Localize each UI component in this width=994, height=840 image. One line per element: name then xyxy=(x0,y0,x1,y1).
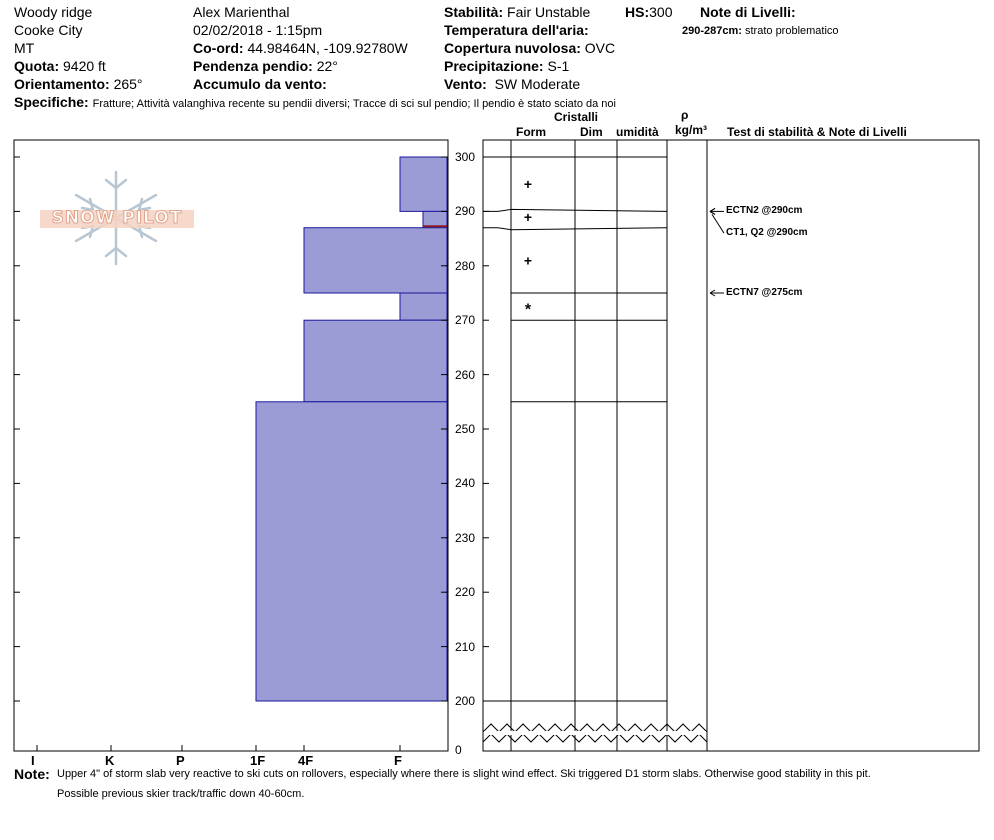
density-unit-header: kg/m³ xyxy=(675,123,708,137)
wind-label: Vento: xyxy=(444,76,487,92)
hardness-tick-label: 1F xyxy=(250,753,266,768)
grain-form-symbol: * xyxy=(525,301,532,318)
depth-tick-label: 0 xyxy=(455,743,462,757)
specifics: Specifiche: Fratture; Attività valanghiv… xyxy=(14,94,616,111)
coordinates: Co-ord: 44.98464N, -109.92780W xyxy=(193,40,408,57)
depth-tick-label: 200 xyxy=(455,694,476,708)
hardness-layer xyxy=(255,401,448,702)
hardness-layer xyxy=(303,319,448,403)
layer-boundary xyxy=(483,208,668,212)
elevation-value: 9420 ft xyxy=(63,58,106,74)
test-arrow xyxy=(711,214,725,234)
precipitation: Precipitazione: S-1 xyxy=(444,58,569,75)
air-temp-label: Temperatura dell'aria: xyxy=(444,22,589,38)
area: Cooke City xyxy=(14,22,83,38)
size-header: Dim xyxy=(580,125,603,139)
hardness-tick-label: 4F xyxy=(298,753,314,768)
hardness-layer xyxy=(399,292,448,321)
layer-boundary xyxy=(483,227,668,231)
wind-value: SW Moderate xyxy=(494,76,581,92)
state: MT xyxy=(14,40,35,56)
grain-form-symbol: + xyxy=(524,176,532,192)
cloud-cover: Copertura nuvolosa: OVC xyxy=(444,40,615,57)
stability: Stabilità: Fair Unstable xyxy=(444,4,590,21)
grain-form-symbol: + xyxy=(524,252,532,268)
depth-tick-label: 260 xyxy=(455,367,476,382)
arrowhead-icon xyxy=(709,289,716,297)
datetime: 02/02/2018 - 1:15pm xyxy=(193,22,323,38)
snow-height: HS:300 xyxy=(625,4,672,21)
observer: Alex Marienthal xyxy=(193,4,290,20)
elevation: Quota: 9420 ft xyxy=(14,58,106,75)
crystals-header: Cristalli xyxy=(554,110,599,124)
depth-tick-label: 280 xyxy=(455,258,476,273)
axis-break-line xyxy=(482,723,708,733)
location: Woody ridge xyxy=(14,4,93,20)
test-label: ECTN7 @275cm xyxy=(726,287,803,298)
specifics-value: Fratture; Attività valanghiva recente su… xyxy=(92,98,616,110)
depth-tick-label: 290 xyxy=(455,204,476,219)
cloud-label: Copertura nuvolosa: xyxy=(444,40,581,56)
specifics-label: Specifiche: xyxy=(14,94,89,110)
depth-tick-label: 230 xyxy=(455,530,476,545)
wind-loading: Accumulo da vento: xyxy=(193,76,327,93)
depth-tick-label: 220 xyxy=(455,585,476,600)
axis-break-line xyxy=(482,733,708,743)
slope: Pendenza pendio: 22° xyxy=(193,58,338,75)
snowpilot-logo: SNOW PILOT xyxy=(38,168,196,268)
notes-line-1: Upper 4" of storm slab very reactive to … xyxy=(57,768,871,780)
slope-value: 22° xyxy=(316,58,338,74)
aspect-label: Orientamento: xyxy=(14,76,110,92)
air-temp: Temperatura dell'aria: xyxy=(444,22,589,39)
axis-break-gap xyxy=(484,731,706,735)
depth-tick-label: 250 xyxy=(455,422,476,436)
aspect-value: 265° xyxy=(113,76,143,92)
coord-label: Co-ord: xyxy=(193,40,244,56)
hardness-plot-frame xyxy=(13,139,449,752)
axis-break-icon xyxy=(482,723,708,743)
snowflake-icon xyxy=(40,170,194,266)
notes-line-2: Possible previous skier track/traffic do… xyxy=(57,788,305,800)
test-label: CT1, Q2 @290cm xyxy=(726,227,808,239)
hs-value: 300 xyxy=(649,4,673,20)
crystals-table-frame xyxy=(482,139,980,752)
arrowhead-icon xyxy=(709,207,716,215)
hardness-tick-label: K xyxy=(105,753,115,768)
wind-loading-label: Accumulo da vento: xyxy=(193,76,327,92)
grain-form-symbol: + xyxy=(524,209,532,225)
depth-tick-label: 300 xyxy=(455,150,476,164)
depth-tick-label: 210 xyxy=(455,639,476,654)
moisture-header: umidità xyxy=(616,125,659,139)
hardness-tick-label: P xyxy=(176,753,185,768)
wind: Vento: SW Moderate xyxy=(444,76,580,93)
form-header: Form xyxy=(516,125,546,139)
layer-note-text: strato problematico xyxy=(745,25,839,37)
aspect: Orientamento: 265° xyxy=(14,76,143,93)
tests-notes-header: Test di stabilità & Note di Livelli xyxy=(727,125,907,139)
coord-value: 44.98464N, -109.92780W xyxy=(247,40,408,56)
slope-label: Pendenza pendio: xyxy=(193,58,313,74)
logo-text: SNOW PILOT xyxy=(51,208,183,229)
hardness-layer xyxy=(399,156,448,212)
elevation-label: Quota: xyxy=(14,58,60,74)
layer-notes-heading: Note di Livelli: xyxy=(700,4,796,20)
stability-value: Fair Unstable xyxy=(507,4,591,20)
test-label: ECTN2 @290cm xyxy=(726,205,803,217)
cloud-value: OVC xyxy=(584,40,616,56)
stability-label: Stabilità: xyxy=(444,4,504,20)
depth-tick-label: 270 xyxy=(455,313,476,328)
hardness-tick-label: I xyxy=(31,753,35,768)
hs-label: HS: xyxy=(625,4,650,20)
precip-value: S-1 xyxy=(547,58,570,74)
layer-note: 290-287cm: strato problematico xyxy=(682,25,839,38)
hardness-layer xyxy=(303,227,448,294)
layer-note-range: 290-287cm: xyxy=(682,25,742,37)
density-rho-header: ρ xyxy=(681,108,689,122)
precip-label: Precipitazione: xyxy=(444,58,544,74)
hardness-tick-label: F xyxy=(394,753,402,768)
depth-tick-label: 240 xyxy=(455,476,476,491)
notes-label: Note: xyxy=(14,766,50,782)
